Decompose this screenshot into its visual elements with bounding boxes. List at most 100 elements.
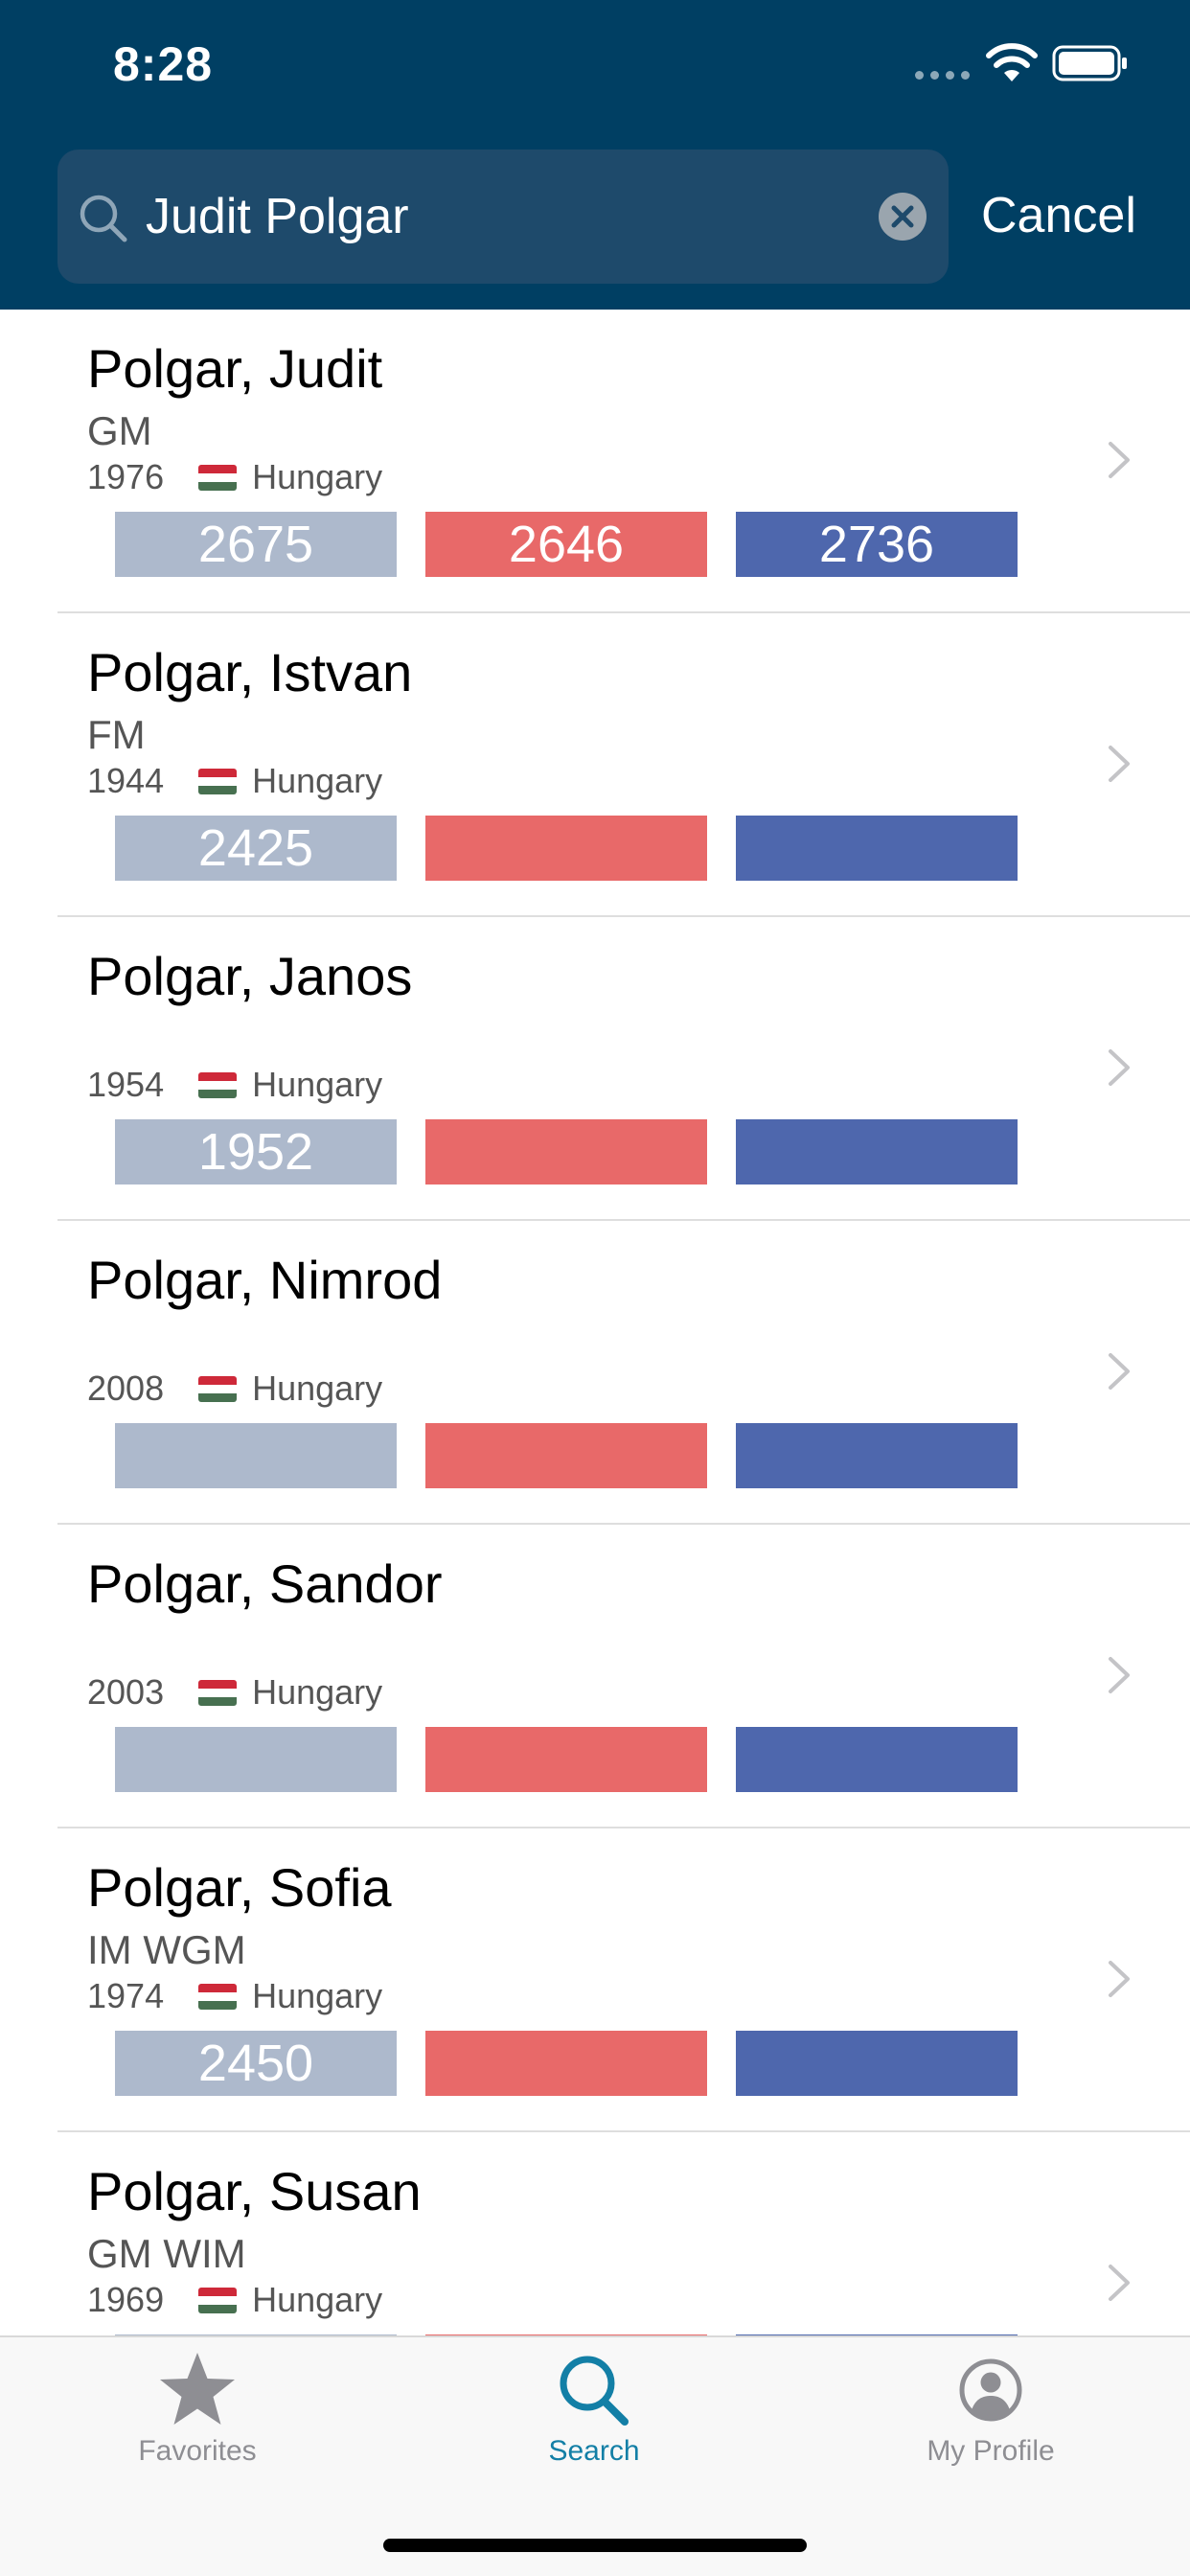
player-row[interactable]: Polgar, Sandor 2003 Hungary (0, 1525, 1190, 1828)
player-name: Polgar, Sofia (87, 1857, 392, 1918)
chevron-right-icon (1109, 1353, 1130, 1390)
rating-bars: 2450 (115, 2031, 1018, 2096)
country: Hungary (252, 1368, 383, 1408)
rapid-rating (425, 2334, 707, 2335)
player-name: Polgar, Nimrod (87, 1250, 443, 1310)
cellular-signal-icon (915, 71, 970, 80)
hungary-flag-icon (198, 1983, 238, 2010)
rapid-rating (425, 1727, 707, 1792)
player-title: GM (87, 408, 152, 453)
player-row[interactable]: Polgar, Susan GM WIM 1969 Hungary (0, 2132, 1190, 2335)
blitz-rating (736, 816, 1018, 881)
wifi-icon (986, 43, 1038, 81)
hungary-flag-icon (198, 464, 238, 491)
player-name: Polgar, Janos (87, 946, 413, 1006)
search-icon (560, 2356, 629, 2426)
search-input[interactable]: Judit Polgar (146, 189, 409, 244)
player-meta: 2008 Hungary (87, 1368, 382, 1410)
player-row[interactable]: Polgar, Sofia IM WGM 1974 Hungary 2450 (0, 1828, 1190, 2132)
birth-year: 1954 (87, 1065, 165, 1104)
birth-year: 1976 (87, 457, 165, 496)
standard-rating: 2425 (115, 816, 397, 881)
rapid-rating (425, 2031, 707, 2096)
rapid-rating (425, 1119, 707, 1184)
hungary-flag-icon (198, 1071, 238, 1098)
country: Hungary (252, 1672, 383, 1712)
player-title: FM (87, 712, 146, 757)
player-row[interactable]: Polgar, Nimrod 2008 Hungary (0, 1221, 1190, 1525)
country: Hungary (252, 457, 383, 496)
profile-icon (959, 2358, 1022, 2422)
tab-label: Favorites (138, 2435, 257, 2467)
chevron-right-icon (1109, 746, 1130, 782)
country: Hungary (252, 2280, 383, 2319)
blitz-rating (736, 1119, 1018, 1184)
blitz-rating (736, 1423, 1018, 1488)
tab-search[interactable]: Search (450, 2351, 738, 2495)
blitz-rating (736, 2334, 1018, 2335)
chevron-right-icon (1109, 442, 1130, 478)
rating-bars: 1952 (115, 1119, 1018, 1184)
tab-my-profile[interactable]: My Profile (847, 2351, 1134, 2495)
blitz-rating (736, 1727, 1018, 1792)
hungary-flag-icon (198, 1679, 238, 1706)
player-name: Polgar, Istvan (87, 642, 413, 702)
country: Hungary (252, 1065, 383, 1104)
home-indicator (383, 2539, 807, 2552)
tab-label: My Profile (927, 2435, 1055, 2467)
player-row[interactable]: Polgar, Istvan FM 1944 Hungary 2425 (0, 613, 1190, 917)
rating-bars: 2425 (115, 816, 1018, 881)
player-name: Polgar, Judit (87, 338, 383, 399)
rating-bars: 2675 2646 2736 (115, 512, 1018, 577)
rating-bars (115, 1423, 1018, 1488)
rapid-rating (425, 816, 707, 881)
player-meta: 1974 Hungary (87, 1975, 382, 2017)
country: Hungary (252, 1976, 383, 2015)
standard-rating: 2450 (115, 2031, 397, 2096)
status-time: 8:28 (113, 37, 214, 91)
hungary-flag-icon (198, 2287, 238, 2313)
standard-rating: 1952 (115, 1119, 397, 1184)
birth-year: 1969 (87, 2280, 165, 2319)
player-row[interactable]: Polgar, Judit GM 1976 Hungary 2675 2646 … (0, 310, 1190, 613)
navigation-header: 8:28 Judit Polgar Cancel (0, 0, 1190, 310)
tab-bar: Favorites Search My Profile (0, 2335, 1190, 2576)
tab-label: Search (548, 2435, 640, 2467)
standard-rating (115, 1727, 397, 1792)
standard-rating (115, 2334, 397, 2335)
birth-year: 1944 (87, 761, 165, 800)
search-field[interactable]: Judit Polgar (57, 150, 949, 284)
birth-year: 2008 (87, 1368, 165, 1408)
chevron-right-icon (1109, 1961, 1130, 1997)
tab-favorites[interactable]: Favorites (54, 2351, 341, 2495)
player-meta: 1976 Hungary (87, 456, 382, 498)
rating-bars (115, 2334, 1018, 2335)
chevron-right-icon (1109, 1049, 1130, 1086)
birth-year: 1974 (87, 1976, 165, 2015)
hungary-flag-icon (198, 768, 238, 794)
player-results-list[interactable]: Polgar, Judit GM 1976 Hungary 2675 2646 … (0, 310, 1190, 2335)
player-meta: 1969 Hungary (87, 2279, 382, 2321)
birth-year: 2003 (87, 1672, 165, 1712)
standard-rating (115, 1423, 397, 1488)
hungary-flag-icon (198, 1375, 238, 1402)
standard-rating: 2675 (115, 512, 397, 577)
rapid-rating: 2646 (425, 512, 707, 577)
cancel-button[interactable]: Cancel (981, 182, 1136, 249)
search-icon (80, 195, 127, 242)
player-meta: 1954 Hungary (87, 1064, 382, 1106)
rapid-rating (425, 1423, 707, 1488)
player-meta: 1944 Hungary (87, 760, 382, 802)
chevron-right-icon (1109, 2265, 1130, 2301)
blitz-rating (736, 2031, 1018, 2096)
chevron-right-icon (1109, 1657, 1130, 1693)
clear-icon[interactable] (878, 192, 927, 242)
battery-icon (1052, 45, 1127, 81)
country: Hungary (252, 761, 383, 800)
player-title: GM WIM (87, 2231, 246, 2276)
player-name: Polgar, Sandor (87, 1553, 443, 1614)
player-row[interactable]: Polgar, Janos 1954 Hungary 1952 (0, 917, 1190, 1221)
player-title: IM WGM (87, 1927, 246, 1972)
star-icon (160, 2353, 235, 2425)
blitz-rating: 2736 (736, 512, 1018, 577)
